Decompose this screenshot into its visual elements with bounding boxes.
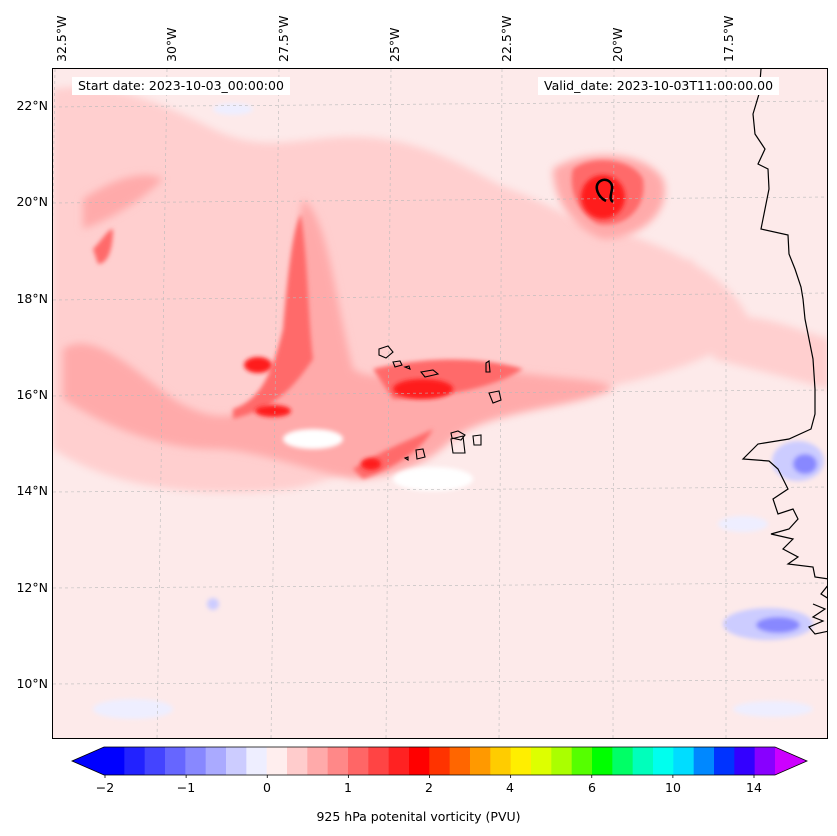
colorbar-segment — [612, 747, 634, 775]
colorbar-tick-label: −1 — [176, 780, 196, 795]
colorbar-segment — [693, 747, 715, 775]
colorbar-segment — [266, 747, 288, 775]
colorbar-segment — [368, 747, 390, 775]
map-panel — [52, 68, 828, 739]
colorbar-segment — [571, 747, 593, 775]
colorbar-tick-label: 14 — [746, 780, 762, 795]
gridlines — [53, 69, 827, 738]
colorbar-segment — [246, 747, 268, 775]
lon-label: 22.5°W — [499, 15, 514, 62]
colorbar-segment — [653, 747, 674, 775]
colorbar-segment — [104, 747, 125, 775]
colorbar-tick-label: 0 — [263, 780, 271, 795]
colorbar-segment — [348, 747, 369, 775]
colorbar-tickmarks — [104, 775, 755, 778]
colorbar-segment — [287, 747, 308, 775]
colorbar-segment — [226, 747, 247, 775]
colorbar-segment — [388, 747, 410, 775]
colorbar-tick-label: 1 — [344, 780, 352, 795]
colorbar-segment — [307, 747, 329, 775]
colorbar-segment — [165, 747, 186, 775]
colorbar-tick-label: 4 — [506, 780, 514, 795]
lon-label: 27.5°W — [276, 15, 291, 62]
lat-label: 10°N — [16, 676, 48, 691]
valid-date-label: Valid_date: 2023-10-03T11:00:00.00 — [538, 77, 780, 95]
colorbar-segments — [104, 747, 776, 775]
colorbar-segment — [754, 747, 776, 775]
colorbar-under-arrow — [72, 747, 104, 775]
colorbar-segment — [592, 747, 613, 775]
colorbar-segment — [531, 747, 552, 775]
colorbar-outline — [71, 746, 808, 776]
colorbar-segment — [734, 747, 756, 775]
colorbar-segment — [144, 747, 166, 775]
pv-contour-ring — [595, 178, 614, 203]
lon-label: 30°W — [164, 27, 179, 62]
colorbar-segment — [673, 747, 695, 775]
lat-label: 18°N — [16, 291, 48, 306]
colorbar-segment — [124, 747, 146, 775]
colorbar-segment — [185, 747, 207, 775]
colorbar-segment — [327, 747, 349, 775]
start-date-label: Start date: 2023-10-03_00:00:00 — [72, 77, 290, 95]
lat-label: 20°N — [16, 194, 48, 209]
colorbar-segment — [470, 747, 491, 775]
colorbar-segment — [429, 747, 451, 775]
lat-label: 12°N — [16, 580, 48, 595]
lon-label: 32.5°W — [54, 15, 69, 62]
colorbar-tick-label: 6 — [588, 780, 596, 795]
lon-label: 25°W — [387, 27, 402, 62]
lon-label: 20°W — [610, 27, 625, 62]
lat-label: 14°N — [16, 483, 48, 498]
pv-field-map — [53, 69, 827, 738]
colorbar-title: 925 hPa potenital vorticity (PVU) — [316, 809, 521, 824]
colorbar-tick-label: 10 — [665, 780, 681, 795]
colorbar-segment — [449, 747, 471, 775]
colorbar-over-arrow — [775, 747, 807, 775]
colorbar — [71, 746, 808, 778]
colorbar-tick-label: −2 — [95, 780, 115, 795]
colorbar-segment — [490, 747, 512, 775]
colorbar-tick-label: 2 — [425, 780, 433, 795]
pv-negative-patches — [93, 103, 824, 719]
colorbar-segment — [205, 747, 227, 775]
colorbar-segment — [510, 747, 532, 775]
cape-verde-islands — [378, 345, 502, 462]
colorbar-segment — [551, 747, 573, 775]
colorbar-segment — [409, 747, 430, 775]
west-africa-coastline-south — [808, 585, 827, 635]
lat-label: 16°N — [16, 387, 48, 402]
colorbar-segment — [714, 747, 735, 775]
colorbar-segment — [632, 747, 654, 775]
lon-label: 17.5°W — [721, 15, 736, 62]
lat-label: 22°N — [16, 98, 48, 113]
west-africa-coastline — [741, 69, 827, 580]
